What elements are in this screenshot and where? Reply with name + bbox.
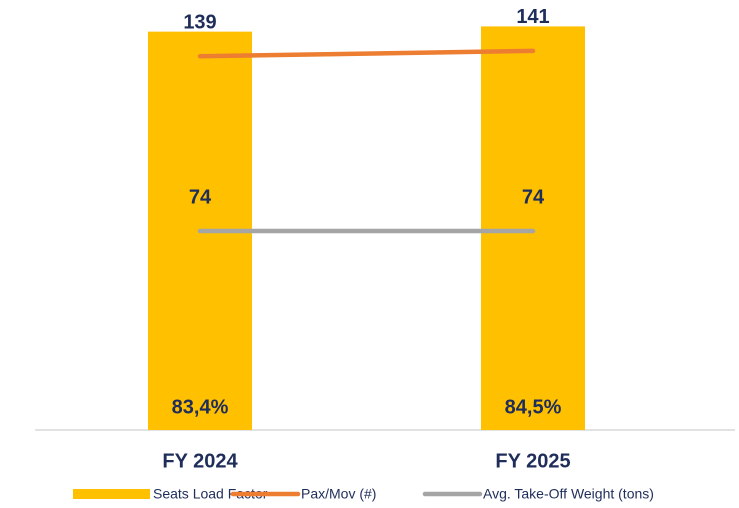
- legend-label: Avg. Take-Off Weight (tons): [483, 486, 654, 502]
- legend-label: Pax/Mov (#): [301, 486, 376, 502]
- data-label: 83,4%: [172, 396, 229, 418]
- data-label: 139: [183, 12, 216, 34]
- data-label: 141: [516, 6, 549, 28]
- bar: [481, 26, 585, 430]
- line: [197, 48, 536, 59]
- x-tick-label: FY 2024: [162, 450, 238, 472]
- legend-swatch: [73, 489, 150, 499]
- data-label: 74: [522, 186, 545, 208]
- data-label: 74: [189, 186, 212, 208]
- x-tick-label: FY 2025: [495, 450, 570, 472]
- data-label: 84,5%: [505, 396, 562, 418]
- legend-label: Seats Load Factor: [153, 486, 268, 502]
